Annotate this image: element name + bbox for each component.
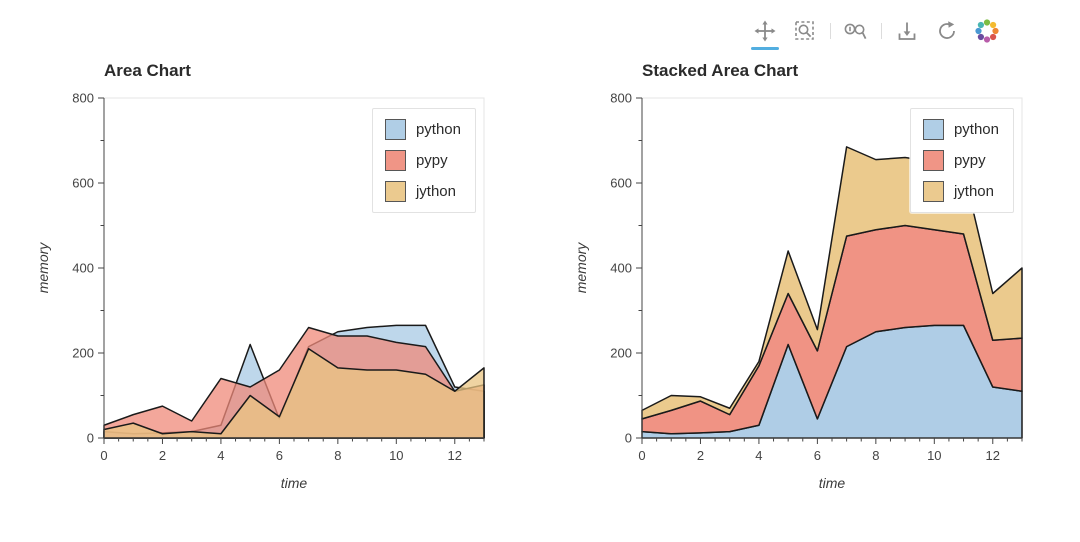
x-axis-label: time: [819, 475, 846, 491]
x-tick-label: 6: [814, 448, 821, 463]
chart-title: Stacked Area Chart: [642, 61, 799, 80]
toolbar-separator: [881, 23, 882, 39]
bokeh-toolbar: [750, 14, 1002, 50]
x-tick-label: 4: [217, 448, 224, 463]
save-tool-button[interactable]: [892, 16, 922, 46]
y-tick-label: 600: [610, 176, 632, 191]
legend-item-python: python: [384, 119, 461, 140]
jython-area: [103, 348, 485, 439]
x-tick-label: 12: [448, 448, 462, 463]
x-tick-label: 0: [100, 448, 107, 463]
legend: python pypy jython: [909, 108, 1014, 213]
chart-row: Area Chart 0 2 4 6 8 10 12 0 200 400 600 800 time mem…: [18, 56, 1066, 504]
legend-item-pypy: pypy: [922, 150, 999, 171]
y-tick-label: 200: [610, 346, 632, 361]
pan-tool-button[interactable]: [750, 16, 780, 50]
legend-label: pypy: [953, 152, 986, 169]
stacked-area-chart-plot[interactable]: 0 2 4 6 8 10 12 0 200 400 600 800 time memory: [556, 86, 1066, 504]
wheel-zoom-icon: [843, 19, 869, 43]
x-tick-label: 10: [927, 448, 941, 463]
box-zoom-tool-button[interactable]: [790, 16, 820, 46]
chart-title: Area Chart: [104, 61, 191, 80]
x-tick-label: 10: [389, 448, 403, 463]
x-tick-label: 6: [276, 448, 283, 463]
python-swatch: [384, 119, 406, 140]
pypy-swatch: [922, 150, 944, 171]
legend-item-pypy: pypy: [384, 150, 461, 171]
y-tick-label: 200: [72, 346, 94, 361]
reset-tool-button[interactable]: [932, 16, 962, 46]
save-icon: [895, 19, 919, 43]
legend-label: jython: [953, 183, 994, 200]
toolbar-separator: [830, 23, 831, 39]
bokeh-logo-icon: [973, 17, 1001, 45]
y-axis-label: memory: [35, 242, 51, 294]
active-tool-indicator: [751, 47, 779, 50]
x-tick-label: 12: [986, 448, 1000, 463]
x-tick-label: 2: [159, 448, 166, 463]
bokeh-logo[interactable]: [972, 16, 1002, 46]
figure-area-chart: Area Chart 0 2 4 6 8 10 12 0 200 400 600 800 time mem…: [18, 56, 528, 504]
reset-icon: [935, 19, 959, 43]
legend-label: jython: [415, 183, 456, 200]
y-tick-label: 0: [87, 431, 94, 446]
box-zoom-icon: [793, 19, 817, 43]
wheel-zoom-tool-button[interactable]: [841, 16, 871, 46]
jython-swatch: [384, 181, 406, 202]
y-tick-label: 800: [72, 91, 94, 106]
x-tick-label: 2: [697, 448, 704, 463]
legend: python pypy jython: [371, 108, 476, 213]
legend-item-python: python: [922, 119, 999, 140]
y-axis-label: memory: [573, 242, 589, 294]
y-tick-label: 400: [72, 261, 94, 276]
y-tick-label: 600: [72, 176, 94, 191]
legend-label: python: [953, 121, 999, 138]
legend-label: pypy: [415, 152, 448, 169]
pan-icon: [753, 19, 777, 43]
x-axis-label: time: [281, 475, 308, 491]
x-tick-label: 4: [755, 448, 762, 463]
x-tick-label: 8: [872, 448, 879, 463]
jython-swatch: [922, 181, 944, 202]
python-swatch: [922, 119, 944, 140]
y-tick-label: 400: [610, 261, 632, 276]
legend-label: python: [415, 121, 461, 138]
y-tick-label: 0: [625, 431, 632, 446]
legend-item-jython: jython: [922, 181, 999, 202]
figure-stacked-area-chart: Stacked Area Chart 0 2 4 6 8 10 12 0 200 400 600 80…: [556, 56, 1066, 504]
legend-item-jython: jython: [384, 181, 461, 202]
area-chart-plot[interactable]: 0 2 4 6 8 10 12 0 200 400 600 800 time memory: [18, 86, 528, 504]
y-tick-label: 800: [610, 91, 632, 106]
pypy-swatch: [384, 150, 406, 171]
jython-stacked-area: [641, 146, 1023, 420]
x-tick-label: 8: [334, 448, 341, 463]
x-tick-label: 0: [638, 448, 645, 463]
